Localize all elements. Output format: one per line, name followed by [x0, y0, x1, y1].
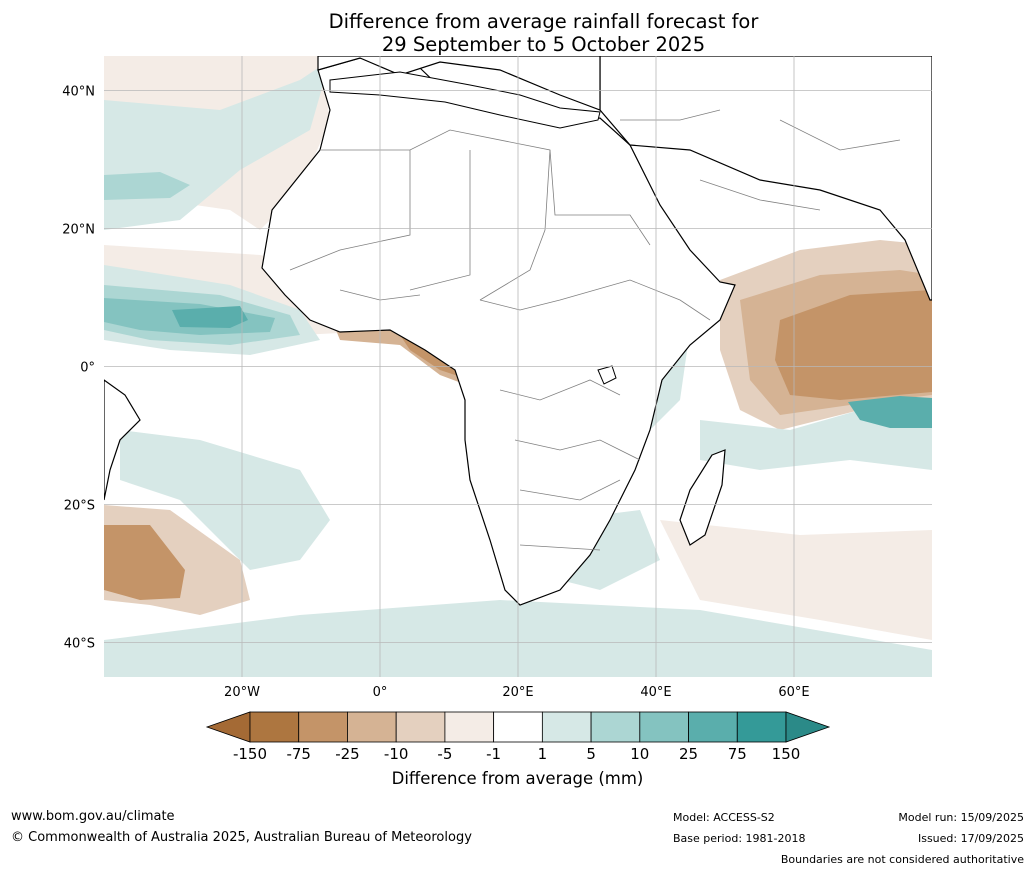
- colorbar-bin: [395, 711, 446, 743]
- lon-tick-label: 20°W: [224, 685, 260, 700]
- colorbar-tick-label: 75: [728, 745, 747, 763]
- country-boundaries: [289, 109, 901, 551]
- colorbar-extend-high: [785, 711, 831, 743]
- colorbar-bin: [688, 711, 738, 743]
- colorbar-bin: [736, 711, 787, 743]
- colorbar-tick-label: 10: [630, 745, 649, 763]
- anomaly-dry-south-atlantic-core: [104, 525, 185, 600]
- anomaly-wet-south-atlantic: [120, 430, 330, 570]
- colorbar-tick-label: -10: [384, 745, 409, 763]
- madagascar-landmass: [679, 449, 726, 546]
- lon-tick-label: 40°E: [640, 685, 671, 700]
- colorbar-tick-label: -5: [437, 745, 452, 763]
- copyright-text: © Commonwealth of Australia 2025, Austra…: [11, 830, 472, 845]
- lat-tick-label: 20°N: [62, 223, 95, 238]
- colorbar-tick-label: 25: [679, 745, 698, 763]
- south-america-tip: [104, 379, 141, 501]
- base-period: Base period: 1981-2018: [673, 832, 806, 845]
- colorbar-bin: [347, 711, 397, 743]
- colorbar-bin: [639, 711, 689, 743]
- longitude-labels: 20°W 0° 20°E 40°E 60°E: [224, 685, 810, 700]
- anomaly-wet-n-atlantic-core: [104, 172, 190, 200]
- lon-tick-label: 0°: [373, 685, 388, 700]
- colorbar-tick-label: -150: [233, 745, 267, 763]
- lat-tick-label: 40°N: [62, 85, 95, 100]
- graticule: [104, 56, 932, 677]
- colorbar-tick-label: 1: [538, 745, 548, 763]
- anomaly-dry-southern-indian: [660, 520, 932, 640]
- issued-date: Issued: 17/09/2025: [917, 832, 1024, 845]
- europe-landmass: [317, 56, 601, 111]
- colorbar-title: Difference from average (mm): [391, 769, 644, 788]
- anomaly-wet-tropical-atlantic-core: [172, 306, 248, 328]
- colorbar-extend-low: [205, 711, 251, 743]
- colorbar: -150 -75 -25 -10 -5 -1 1 5 10 25 75 150: [205, 711, 831, 763]
- lat-tick-label: 20°S: [64, 499, 95, 514]
- colorbar-bin: [541, 711, 592, 743]
- colorbar-tick-label: -25: [335, 745, 360, 763]
- lat-tick-label: 0°: [80, 361, 95, 376]
- anomaly-wet-sio-core: [848, 396, 932, 428]
- colorbar-bin: [493, 711, 543, 743]
- colorbar-tick-label: -1: [486, 745, 501, 763]
- website-link[interactable]: www.bom.gov.au/climate: [11, 809, 175, 824]
- anomaly-dry-arabian-sea-core: [775, 290, 932, 400]
- lake-victoria: [597, 365, 617, 385]
- lon-tick-label: 60°E: [778, 685, 809, 700]
- colorbar-tick-label: 150: [772, 745, 801, 763]
- latitude-labels: 40°N 20°N 0° 20°S 40°S: [62, 85, 95, 652]
- colorbar-bin: [590, 711, 641, 743]
- title-line-1: Difference from average rainfall forecas…: [328, 10, 759, 33]
- colorbar-bin: [249, 711, 300, 743]
- model-run-date: Model run: 15/09/2025: [898, 811, 1024, 824]
- lon-tick-label: 20°E: [502, 685, 533, 700]
- model-name: Model: ACCESS-S2: [673, 811, 775, 824]
- colorbar-tick-label: -75: [286, 745, 311, 763]
- boundaries-note: Boundaries are not considered authoritat…: [780, 853, 1024, 866]
- colorbar-tick-label: 5: [586, 745, 596, 763]
- map-title: Difference from average rainfall forecas…: [0, 10, 1035, 56]
- colorbar-bin: [444, 711, 495, 743]
- lat-tick-label: 40°S: [64, 637, 95, 652]
- title-line-2: 29 September to 5 October 2025: [381, 33, 706, 56]
- colorbar-bin: [298, 711, 348, 743]
